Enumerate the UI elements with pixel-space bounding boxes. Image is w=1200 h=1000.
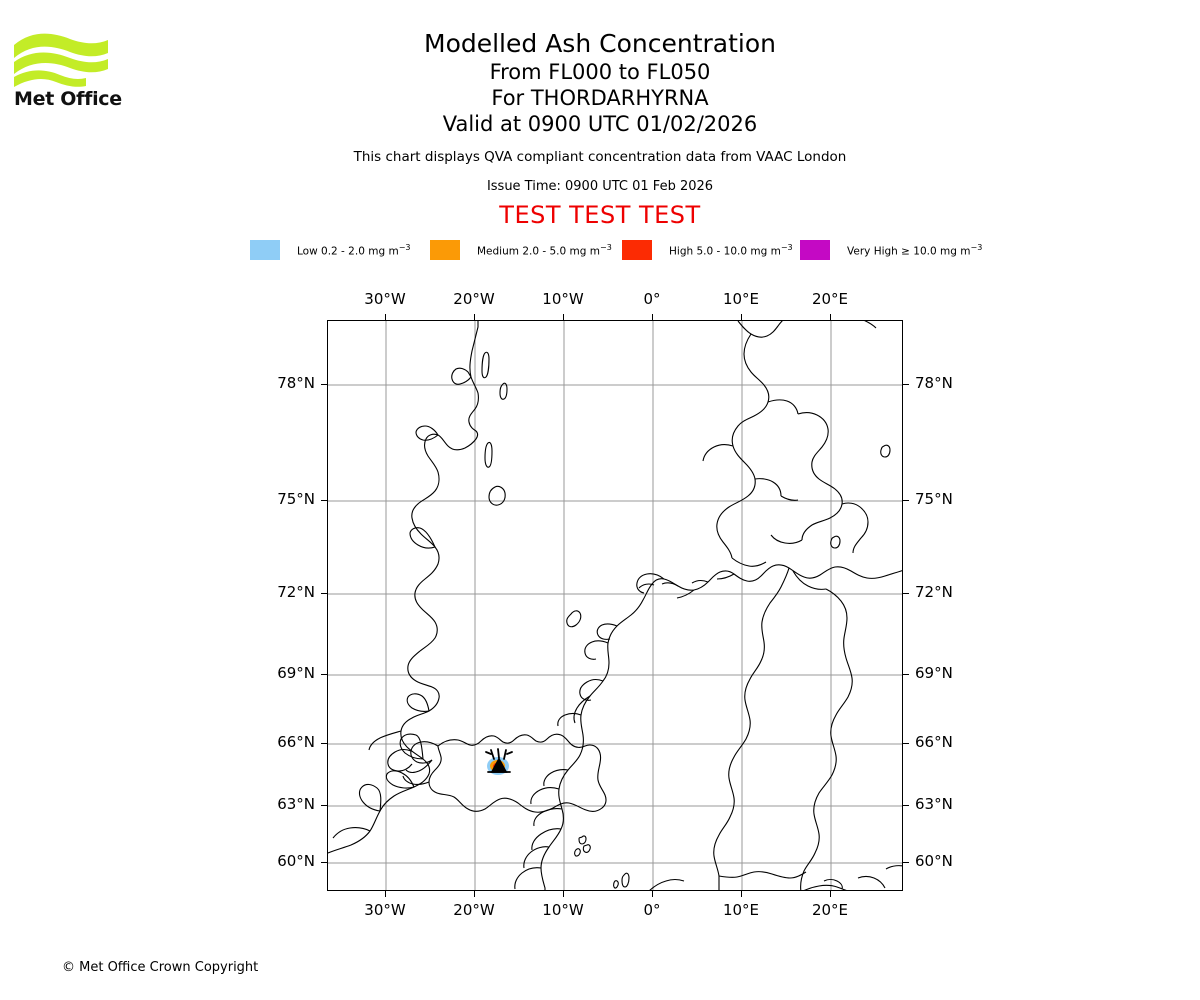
lon-label-top: 20°E — [811, 290, 849, 308]
logo-brand-text: Met Office — [14, 88, 122, 110]
lon-tick — [741, 314, 742, 320]
lat-tick — [903, 500, 909, 501]
lat-label-left: 75°N — [277, 490, 315, 508]
legend-item-0: Low 0.2 - 2.0 mg m−3 — [250, 240, 410, 260]
legend-label: Low 0.2 - 2.0 mg m−3 — [297, 242, 411, 258]
legend-label: Very High ≥ 10.0 mg m−3 — [847, 242, 983, 258]
lon-label-top: 20°W — [453, 290, 495, 308]
lon-label-bottom: 30°W — [364, 901, 406, 919]
test-banner: TEST TEST TEST — [499, 201, 701, 229]
lat-label-left: 72°N — [277, 583, 315, 601]
volcano-name-line: For THORDARHYRNA — [491, 86, 709, 110]
legend-swatch — [622, 240, 652, 260]
lon-label-bottom: 20°W — [453, 901, 495, 919]
lon-label-bottom: 10°W — [542, 901, 584, 919]
lat-label-right: 78°N — [915, 374, 953, 392]
lat-label-right: 66°N — [915, 733, 953, 751]
lat-tick — [903, 862, 909, 863]
legend-swatch — [430, 240, 460, 260]
lon-label-top: 10°W — [542, 290, 584, 308]
lon-tick — [652, 314, 653, 320]
lon-label-top: 30°W — [364, 290, 406, 308]
lat-label-left: 60°N — [277, 852, 315, 870]
lon-tick — [474, 891, 475, 897]
lon-tick — [741, 891, 742, 897]
issue-time: Issue Time: 0900 UTC 01 Feb 2026 — [486, 179, 714, 194]
wave-logo-icon — [14, 33, 108, 87]
legend-swatch — [800, 240, 830, 260]
valid-time-line: Valid at 0900 UTC 01/02/2026 — [442, 112, 758, 136]
lat-tick — [321, 674, 327, 675]
lat-label-right: 60°N — [915, 852, 953, 870]
lon-tick — [830, 891, 831, 897]
lon-label-bottom: 10°E — [722, 901, 760, 919]
legend-swatch — [250, 240, 280, 260]
lon-tick — [385, 314, 386, 320]
map-gridlines — [328, 321, 902, 890]
map-canvas — [328, 321, 902, 890]
lon-tick — [652, 891, 653, 897]
lon-tick — [830, 314, 831, 320]
lat-tick — [321, 743, 327, 744]
lat-label-left: 66°N — [277, 733, 315, 751]
copyright-text: © Met Office Crown Copyright — [62, 960, 259, 975]
lat-tick — [321, 500, 327, 501]
lon-tick — [385, 891, 386, 897]
lon-tick — [563, 891, 564, 897]
lon-label-top: 10°E — [722, 290, 760, 308]
lat-label-right: 63°N — [915, 795, 953, 813]
lon-tick — [474, 314, 475, 320]
map-frame — [327, 320, 903, 891]
lat-label-right: 72°N — [915, 583, 953, 601]
coastlines — [328, 321, 902, 890]
title-block: Modelled Ash Concentration From FL000 to… — [0, 28, 1200, 229]
legend-item-2: High 5.0 - 10.0 mg m−3 — [622, 240, 793, 260]
lat-tick — [321, 805, 327, 806]
met-office-logo: Met Office — [12, 28, 122, 113]
lat-tick — [321, 862, 327, 863]
lat-tick — [903, 674, 909, 675]
page-title: Modelled Ash Concentration — [424, 29, 776, 58]
flight-level-line: From FL000 to FL050 — [489, 60, 711, 84]
lat-tick — [321, 593, 327, 594]
map-container: 30°W 30°W 20°W 20°W 10°W 10°W 0° 0° 10°E 10°E 20°E… — [277, 290, 953, 919]
lat-tick — [903, 743, 909, 744]
legend-label: High 5.0 - 10.0 mg m−3 — [669, 242, 793, 258]
lat-label-left: 78°N — [277, 374, 315, 392]
lat-label-right: 69°N — [915, 664, 953, 682]
legend-label: Medium 2.0 - 5.0 mg m−3 — [477, 242, 612, 258]
legend-item-1: Medium 2.0 - 5.0 mg m−3 — [430, 240, 612, 260]
lon-label-top: 0° — [643, 290, 661, 308]
lat-label-right: 75°N — [915, 490, 953, 508]
concentration-legend: Low 0.2 - 2.0 mg m−3 Medium 2.0 - 5.0 mg … — [0, 240, 1200, 262]
lon-tick — [563, 314, 564, 320]
lat-tick — [903, 805, 909, 806]
lat-tick — [903, 593, 909, 594]
lat-tick — [903, 384, 909, 385]
legend-item-3: Very High ≥ 10.0 mg m−3 — [800, 240, 982, 260]
volcano-icon — [485, 748, 513, 773]
lat-tick — [321, 384, 327, 385]
lon-label-bottom: 0° — [643, 901, 661, 919]
lat-label-left: 69°N — [277, 664, 315, 682]
lat-label-left: 63°N — [277, 795, 315, 813]
lon-label-bottom: 20°E — [811, 901, 849, 919]
qva-note: This chart displays QVA compliant concen… — [353, 149, 847, 165]
